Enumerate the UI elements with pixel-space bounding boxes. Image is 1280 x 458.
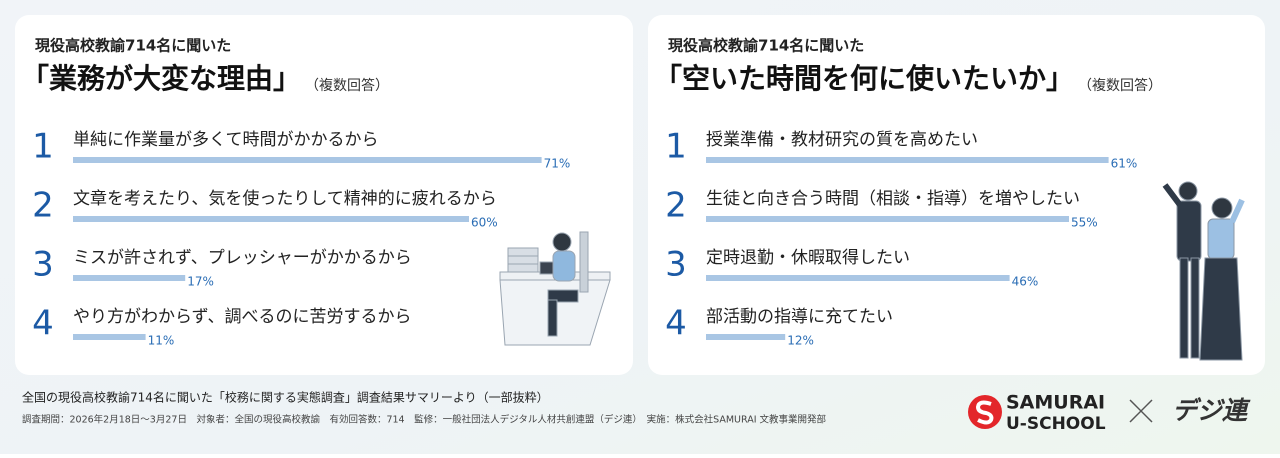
- item-label: 授業準備・教材研究の質を高めたい: [706, 130, 978, 150]
- bar: [706, 216, 1069, 222]
- rank: 2: [665, 186, 687, 226]
- rank: 1: [665, 127, 687, 167]
- cross: [1129, 399, 1153, 423]
- logo-text: U-SCHOOL: [1006, 414, 1106, 434]
- subtitle: 現役高校教諭714名に聞いた: [35, 37, 231, 55]
- value-label: 11%: [148, 334, 175, 348]
- item-label: 文章を考えたり、気を使ったりして精神的に疲れるから: [73, 188, 497, 209]
- bar: [706, 275, 1010, 281]
- footer-source: 全国の現役高校教諭714名に聞いた「校務に関する実態調査」調査結果サマリーより（…: [22, 390, 549, 405]
- item-label: 単純に作業量が多くて時間がかかるから: [73, 130, 379, 150]
- value-label: 17%: [187, 275, 214, 289]
- value-label: 60%: [471, 216, 498, 230]
- rank: 2: [32, 186, 54, 226]
- title-note: （複数回答）: [305, 77, 389, 94]
- bar: [706, 334, 786, 340]
- bar: [73, 334, 146, 340]
- rank: 4: [32, 304, 54, 344]
- item-label: やり方がわからず、調べるのに苦労するから: [73, 307, 411, 327]
- illustration-people: [1162, 181, 1245, 361]
- logo-text: SAMURAI: [1006, 392, 1105, 414]
- title-note: （複数回答）: [1078, 77, 1162, 94]
- rank: 1: [32, 127, 54, 167]
- panel: [15, 15, 633, 375]
- bar: [73, 157, 542, 163]
- illustration-desk: [499, 231, 611, 346]
- partner-logo: デジ連: [1172, 396, 1251, 425]
- bar: [73, 216, 469, 222]
- item-label: ミスが許されず、プレッシャーがかかるから: [73, 248, 412, 268]
- samurai-logo: SAMURAI U-SCHOOL: [968, 392, 1106, 434]
- panel: [648, 15, 1265, 375]
- item-label: 生徒と向き合う時間（相談・指導）を増やしたい: [706, 189, 1080, 209]
- value-label: 55%: [1071, 216, 1098, 230]
- item-label: 部活動の指導に充てたい: [706, 307, 893, 327]
- subtitle: 現役高校教諭714名に聞いた: [668, 37, 864, 55]
- rank: 4: [665, 304, 687, 344]
- value-label: 71%: [544, 157, 571, 171]
- value-label: 12%: [787, 334, 814, 348]
- value-label: 61%: [1111, 157, 1138, 171]
- footer-details: 調査期間：2026年2月18日〜3月27日 対象者：全国の現役高校教諭 有効回答…: [22, 414, 826, 426]
- bar: [73, 275, 186, 281]
- bar: [706, 157, 1109, 163]
- title: 「業務が大変な理由」: [21, 62, 301, 95]
- item-label: 定時退勤・休暇取得したい: [706, 248, 910, 268]
- rank: 3: [32, 245, 54, 285]
- title: 「空いた時間を何に使いたいか」: [654, 62, 1074, 95]
- rank: 3: [665, 245, 687, 285]
- value-label: 46%: [1012, 275, 1039, 289]
- logo-mark: [975, 400, 994, 425]
